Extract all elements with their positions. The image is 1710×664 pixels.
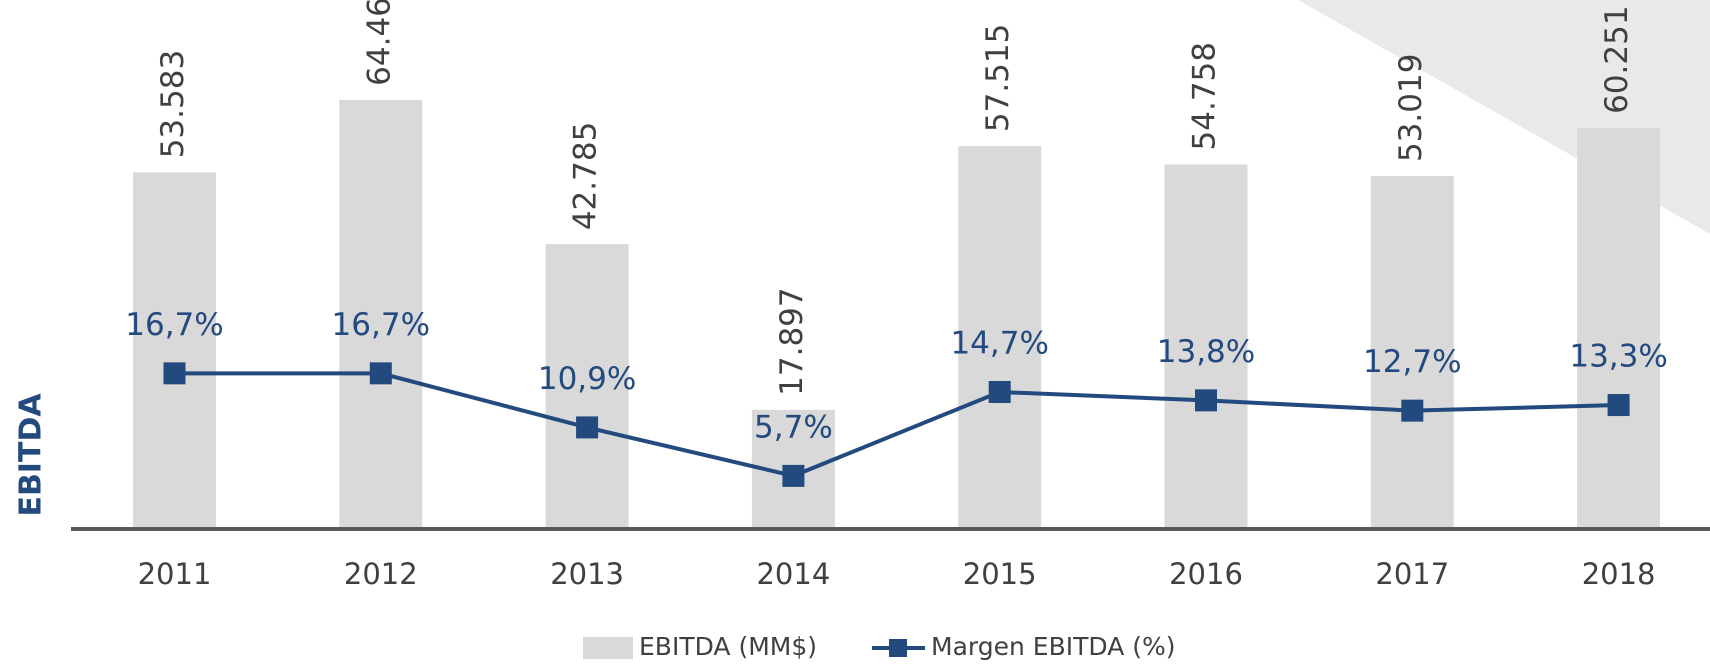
x-tick-label: 2014 — [756, 557, 830, 591]
line-marker — [988, 380, 1011, 403]
bar — [958, 146, 1042, 529]
bar-value-label: 17.897 — [774, 287, 810, 395]
legend-label: EBITDA (MM$) — [639, 632, 817, 661]
x-tick-label: 2012 — [344, 557, 418, 591]
line-value-label: 16,7% — [125, 307, 223, 343]
bar-value-label: 60.251 — [1599, 5, 1635, 113]
line-value-label: 10,9% — [538, 361, 636, 397]
bar — [1577, 127, 1661, 529]
bar — [339, 99, 423, 529]
legend-swatch — [583, 637, 633, 659]
x-tick-label: 2015 — [963, 557, 1037, 591]
line-value-label: 13,8% — [1157, 334, 1255, 370]
x-tick-label: 2013 — [550, 557, 624, 591]
bar — [1370, 176, 1454, 530]
bar — [545, 244, 629, 530]
line-value-label: 12,7% — [1363, 344, 1461, 380]
bar-value-label: 53.019 — [1393, 54, 1429, 162]
line-marker — [576, 416, 599, 439]
bar-value-label: 42.785 — [568, 122, 604, 230]
line-marker — [1401, 399, 1424, 422]
bar-value-label: 54.758 — [1187, 42, 1223, 150]
line — [174, 371, 1619, 478]
legend-swatch — [889, 639, 908, 657]
line-value-label: 16,7% — [332, 307, 430, 343]
legend-label: Margen EBITDA (%) — [931, 632, 1175, 661]
line-marker — [369, 362, 392, 385]
bar — [133, 172, 216, 529]
line-marker — [1195, 389, 1217, 412]
x-tick-label: 2018 — [1582, 557, 1656, 591]
x-tick-label: 2017 — [1375, 557, 1449, 591]
x-tick-label: 2011 — [138, 557, 212, 591]
x-tick-label: 2016 — [1169, 557, 1243, 591]
line-value-label: 14,7% — [950, 325, 1048, 361]
line-marker — [782, 464, 805, 487]
y-axis-label: EBITDA — [14, 393, 49, 517]
line-marker — [1607, 394, 1630, 417]
bar-value-label: 64.466 — [361, 0, 397, 86]
bar-value-label: 53.583 — [155, 50, 191, 158]
bar — [1164, 164, 1248, 529]
line-marker — [163, 362, 186, 385]
line-value-label: 5,7% — [754, 409, 833, 445]
bar-value-label: 57.515 — [980, 24, 1016, 132]
line-value-label: 13,3% — [1569, 339, 1667, 375]
